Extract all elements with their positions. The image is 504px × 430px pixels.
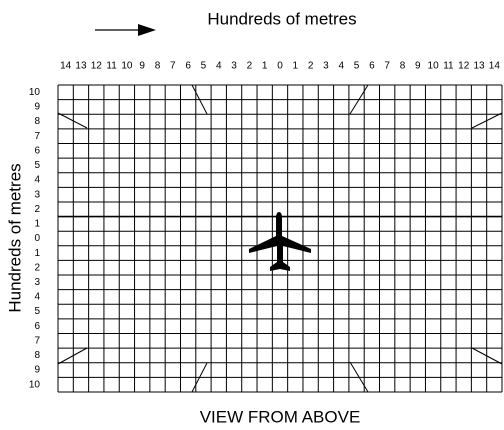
x-label: 13 [473,61,485,72]
corner-lines [57,84,503,393]
x-label: 8 [400,61,406,72]
x-label: 4 [338,61,344,72]
x-label: 3 [231,61,237,72]
y-label: 9 [34,102,40,113]
x-label: 10 [428,61,440,72]
corner-line [57,112,88,129]
top-label: Hundreds of metres [207,9,356,28]
y-label: 5 [34,160,40,171]
x-label: 6 [369,61,375,72]
y-label: 7 [34,335,40,346]
y-label: 8 [34,116,40,127]
y-label: 6 [34,321,40,332]
x-label: 4 [216,61,222,72]
x-label: 12 [458,61,470,72]
x-label: 9 [139,61,145,72]
x-label: 7 [384,61,390,72]
y-label: 3 [34,189,40,200]
x-label: 14 [60,61,72,72]
x-label: 7 [170,61,176,72]
x-label: 2 [308,61,314,72]
y-label: 10 [29,379,41,390]
arrow-head [138,24,156,36]
y-label: 7 [34,131,40,142]
x-label: 6 [185,61,191,72]
x-label: 14 [489,61,501,72]
y-label: 5 [34,306,40,317]
x-label: 13 [75,61,87,72]
x-label: 9 [415,61,421,72]
y-label: 2 [34,204,40,215]
x-label: 5 [201,61,207,72]
corner-line [349,361,369,393]
x-label: 1 [293,61,299,72]
y-label: 3 [34,277,40,288]
x-label: 11 [443,61,454,72]
corner-line [191,362,208,393]
corner-line [349,84,369,115]
x-label: 12 [91,61,103,72]
x-label: 0 [277,61,283,72]
y-label: 0 [34,233,40,244]
y-label: 2 [34,262,40,273]
x-label: 1 [262,61,268,72]
y-label: 10 [29,87,41,98]
x-label: 11 [106,61,117,72]
corner-line [57,347,88,365]
grid [57,84,503,393]
caption: VIEW FROM ABOVE [200,407,361,426]
y-label: 8 [34,350,40,361]
y-label: 1 [34,248,40,259]
x-label: 5 [354,61,360,72]
x-label: 10 [121,61,133,72]
y-label: 4 [34,175,40,186]
x-label: 8 [155,61,161,72]
corner-line [191,84,208,115]
side-label: Hundreds of metres [5,163,24,312]
y-label: 6 [34,145,40,156]
x-label: 3 [323,61,329,72]
y-label: 4 [34,292,40,303]
y-label: 9 [34,365,40,376]
y-label: 1 [34,219,40,230]
x-label: 2 [247,61,253,72]
corner-line [471,112,503,129]
airplane [249,212,311,271]
corner-line [471,347,503,365]
